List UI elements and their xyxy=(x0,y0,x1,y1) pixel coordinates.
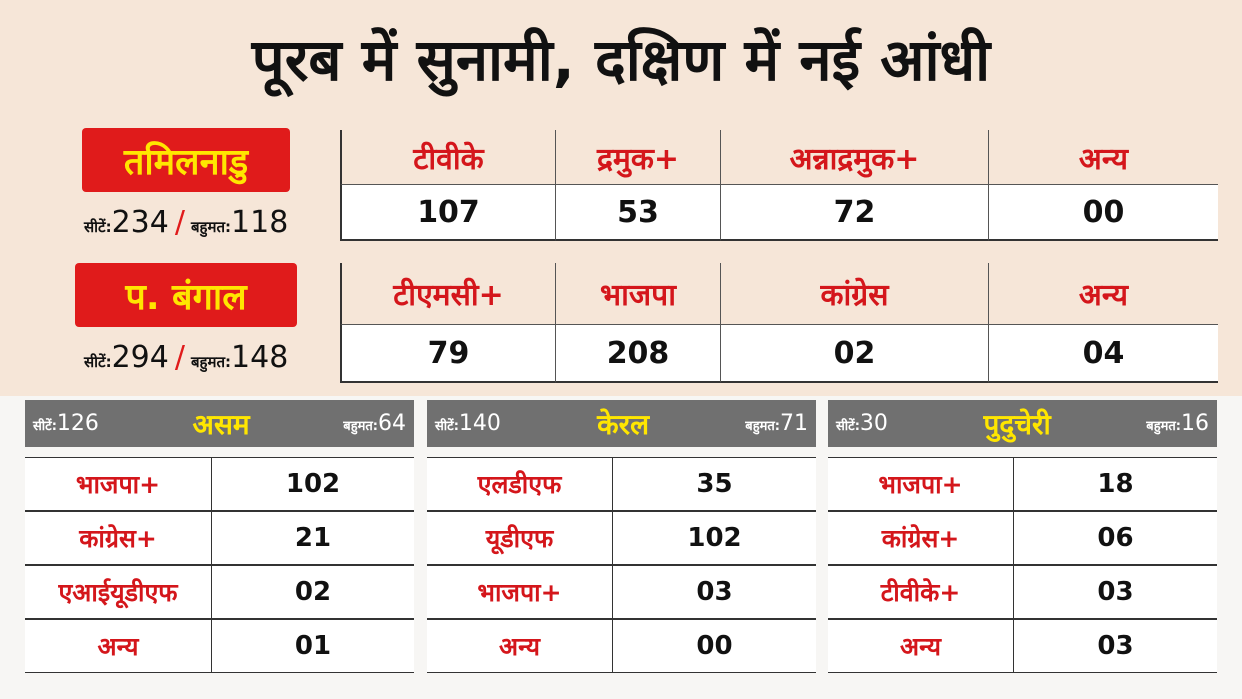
party-result: 00 xyxy=(613,619,816,673)
party-result: 35 xyxy=(613,457,816,511)
party-name: अन्य xyxy=(25,619,212,673)
party-header: अन्नाद्रमुक+ xyxy=(720,130,988,185)
majority-label: बहुमत: xyxy=(745,419,780,434)
separator: / xyxy=(174,340,185,375)
seats-value: 140 xyxy=(458,411,501,436)
party-name: एलडीएफ xyxy=(427,457,613,511)
party-result: 72 xyxy=(720,185,988,241)
party-result: 102 xyxy=(212,457,414,511)
seats-group: सीटें:140 xyxy=(435,411,501,436)
party-result: 18 xyxy=(1014,457,1217,511)
party-result: 02 xyxy=(720,325,988,383)
panel-name: असम xyxy=(192,407,250,441)
majority-value: 118 xyxy=(231,205,289,240)
separator: / xyxy=(174,205,185,240)
majority-value: 16 xyxy=(1180,411,1209,436)
state-badge: प. बंगाल xyxy=(75,263,297,327)
party-header: टीएमसी+ xyxy=(340,263,555,325)
panel-header: सीटें:126 असम बहुमत:64 xyxy=(25,400,414,447)
party-name: टीवीके+ xyxy=(828,565,1014,619)
party-header: अन्य xyxy=(988,263,1218,325)
party-result: 03 xyxy=(613,565,816,619)
party-name: अन्य xyxy=(828,619,1014,673)
seats-line: सीटें: 234/ बहुमत: 118 xyxy=(84,205,288,240)
party-name: यूडीएफ xyxy=(427,511,613,565)
party-name: एआईयूडीएफ xyxy=(25,565,212,619)
party-result: 03 xyxy=(1014,565,1217,619)
party-header: भाजपा xyxy=(555,263,720,325)
party-name: भाजपा+ xyxy=(427,565,613,619)
party-name: भाजपा+ xyxy=(828,457,1014,511)
majority-group: बहुमत:71 xyxy=(745,411,808,436)
majority-value: 71 xyxy=(779,411,808,436)
seats-group: सीटें:126 xyxy=(33,411,99,436)
party-header: अन्य xyxy=(988,130,1218,185)
seats-label: सीटें: xyxy=(435,419,459,434)
majority-label: बहुमत: xyxy=(190,353,232,371)
panel-name: केरल xyxy=(597,407,650,441)
majority-label: बहुमत: xyxy=(190,218,232,236)
seats-value: 294 xyxy=(111,340,169,375)
majority-group: बहुमत:64 xyxy=(343,411,406,436)
party-result: 00 xyxy=(988,185,1218,241)
seats-value: 126 xyxy=(56,411,99,436)
party-result: 03 xyxy=(1014,619,1217,673)
party-header: कांग्रेस xyxy=(720,263,988,325)
party-name: अन्य xyxy=(427,619,613,673)
party-result: 06 xyxy=(1014,511,1217,565)
party-result: 102 xyxy=(613,511,816,565)
party-result: 04 xyxy=(988,325,1218,383)
panel-header: सीटें:140 केरल बहुमत:71 xyxy=(427,400,816,447)
party-result: 53 xyxy=(555,185,720,241)
party-header: टीवीके xyxy=(340,130,555,185)
majority-value: 148 xyxy=(231,340,289,375)
majority-label: बहुमत: xyxy=(343,419,378,434)
party-result: 21 xyxy=(212,511,414,565)
party-name: कांग्रेस+ xyxy=(828,511,1014,565)
seats-group: सीटें:30 xyxy=(836,411,888,436)
party-header: द्रमुक+ xyxy=(555,130,720,185)
seats-value: 30 xyxy=(859,411,888,436)
seats-label: सीटें: xyxy=(33,419,57,434)
seats-label: सीटें: xyxy=(84,218,112,236)
majority-group: बहुमत:16 xyxy=(1146,411,1209,436)
seats-label: सीटें: xyxy=(84,353,112,371)
panel-name: पुदुचेरी xyxy=(983,407,1051,441)
panel-header: सीटें:30 पुदुचेरी बहुमत:16 xyxy=(828,400,1217,447)
party-result: 107 xyxy=(340,185,555,241)
party-result: 79 xyxy=(340,325,555,383)
party-result: 02 xyxy=(212,565,414,619)
seats-value: 234 xyxy=(111,205,169,240)
seats-label: सीटें: xyxy=(836,419,860,434)
party-result: 208 xyxy=(555,325,720,383)
party-name: भाजपा+ xyxy=(25,457,212,511)
seats-line: सीटें: 294/ बहुमत: 148 xyxy=(84,340,288,375)
title: पूरब में सुनामी, दक्षिण में नई आंधी xyxy=(251,26,991,94)
majority-label: बहुमत: xyxy=(1146,419,1181,434)
majority-value: 64 xyxy=(377,411,406,436)
party-name: कांग्रेस+ xyxy=(25,511,212,565)
state-badge: तमिलनाडु xyxy=(82,128,290,192)
party-result: 01 xyxy=(212,619,414,673)
